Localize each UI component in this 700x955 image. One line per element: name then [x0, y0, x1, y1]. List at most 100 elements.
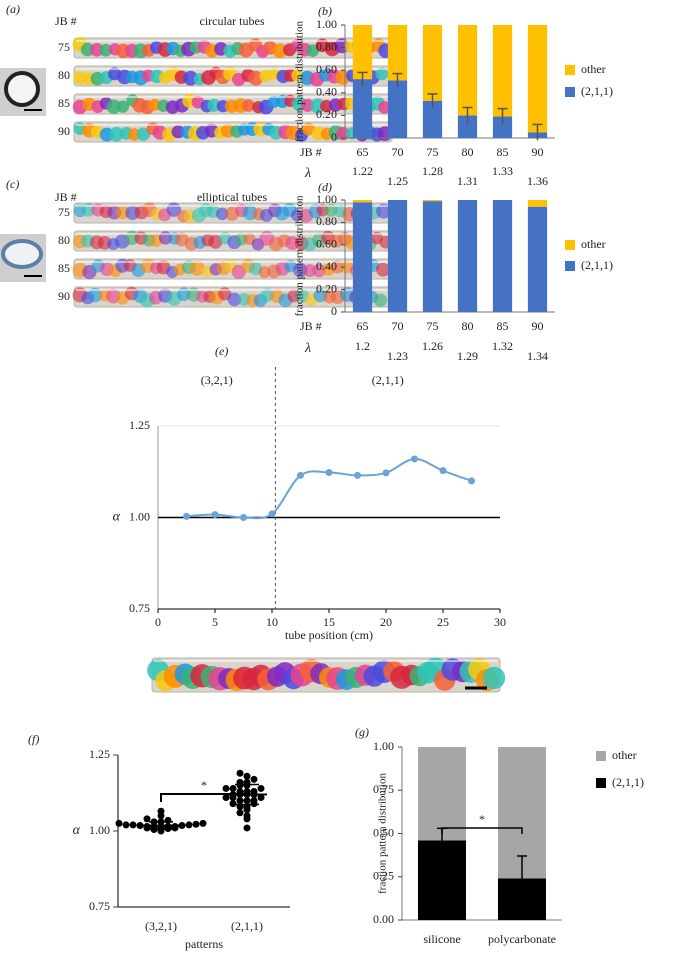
tube-bead [330, 260, 344, 274]
data-point [439, 467, 447, 475]
bar-segment [527, 200, 548, 207]
x-axis-label: patterns [185, 937, 223, 951]
tube-bead [227, 292, 242, 307]
data-point [243, 812, 251, 820]
y-tick-label: 1.25 [129, 418, 150, 432]
row-label: 75 [58, 205, 70, 219]
tube-bead [336, 126, 350, 141]
data-point [122, 821, 130, 829]
x-tick-label: 70 [392, 319, 404, 333]
bar-segment [422, 201, 443, 312]
x-tick-label-2: 1.25 [387, 174, 408, 188]
x-tick-label: 85 [497, 319, 509, 333]
data-point [222, 784, 230, 792]
data-point [240, 514, 247, 521]
row-label: 75 [58, 40, 70, 54]
significance-mark: * [479, 812, 485, 826]
tube-bead [215, 207, 229, 221]
legend-label: (2,1,1) [612, 775, 644, 789]
data-point [222, 794, 230, 802]
data-point [297, 471, 304, 479]
x-axis-label: JB # [300, 145, 322, 159]
bar-segment [387, 25, 408, 81]
x-axis-label-2: λ [304, 341, 311, 356]
tube-bead [109, 127, 124, 142]
panel-label: (e) [215, 344, 228, 358]
data-point [136, 822, 144, 830]
y-axis-label: fraction pattern distribution [377, 773, 389, 894]
panel-label: (g) [355, 725, 369, 739]
tube-photo [72, 286, 393, 308]
tube-photo [72, 258, 393, 280]
panel-label: (f) [28, 732, 39, 746]
tube-glare [154, 660, 498, 662]
photo-title: elliptical tubes [197, 190, 268, 204]
legend-swatch [565, 261, 575, 271]
data-point [257, 784, 265, 792]
tube-photo [72, 93, 393, 115]
error-bar [427, 93, 438, 108]
y-tick-label: 1.00 [316, 17, 337, 31]
x-tick-label: 10 [266, 615, 278, 629]
tube-bead [306, 44, 320, 58]
tube-glare [76, 96, 390, 98]
annotation: (2,1,1) [372, 373, 404, 387]
data-line [186, 457, 472, 520]
tube-glare [76, 205, 390, 207]
data-point [143, 815, 151, 823]
x-tick-label-2: 1.2 [355, 339, 370, 353]
tube-photo [73, 202, 393, 224]
y-tick-label: 1.00 [89, 823, 110, 837]
bar-segment [387, 200, 408, 312]
y-tick-label: 0.80 [316, 214, 337, 228]
significance-bracket [441, 827, 523, 834]
x-tick-label: 25 [437, 615, 449, 629]
y-tick-label: 0.75 [89, 899, 110, 913]
legend-label: other [581, 62, 606, 76]
x-tick-label: 65 [357, 319, 369, 333]
row-label: 85 [58, 261, 70, 275]
data-point [243, 772, 251, 780]
bar-segment [422, 100, 443, 138]
y-tick-label: 0.00 [373, 912, 394, 926]
tube-photo [73, 121, 393, 143]
x-axis-label-2: λ [304, 166, 311, 181]
y-tick-label: 0.40 [316, 85, 337, 99]
tube-glare [76, 233, 390, 235]
x-tick-label: 75 [427, 145, 439, 159]
legend-swatch [565, 240, 575, 250]
tube-bead [242, 99, 255, 112]
y-tick-label: 0.75 [373, 782, 394, 796]
error-bar [497, 107, 508, 125]
data-point [250, 775, 258, 783]
tube-bead [248, 70, 264, 86]
error-bar [357, 71, 368, 87]
legend-swatch [565, 65, 575, 75]
y-tick-label: 0 [331, 304, 337, 318]
data-point [192, 820, 200, 828]
panel-label: (a) [6, 2, 20, 16]
data-point [236, 809, 244, 817]
bar-segment [352, 200, 373, 203]
tube-glare [76, 68, 390, 70]
photo-title: circular tubes [200, 14, 265, 28]
tube-photo [73, 230, 393, 252]
x-tick-label: 65 [357, 145, 369, 159]
x-tick-label: 20 [380, 615, 392, 629]
bar-segment [422, 200, 443, 202]
tube-bead [375, 67, 389, 81]
row-header: JB # [55, 190, 77, 204]
panel-label: (d) [318, 180, 332, 194]
tube-bead [207, 98, 221, 112]
y-tick-label: 0.60 [316, 62, 337, 76]
bar-segment [527, 206, 548, 312]
tube-bead [116, 100, 130, 113]
row-label: 80 [58, 68, 70, 82]
bar-segment [457, 115, 478, 138]
x-tick-label-2: 1.23 [387, 349, 408, 363]
x-tick-label-2: 1.36 [527, 174, 548, 188]
data-point [211, 511, 219, 519]
bar-segment [492, 25, 513, 117]
y-axis-label: fraction pattern distribution [294, 21, 306, 142]
